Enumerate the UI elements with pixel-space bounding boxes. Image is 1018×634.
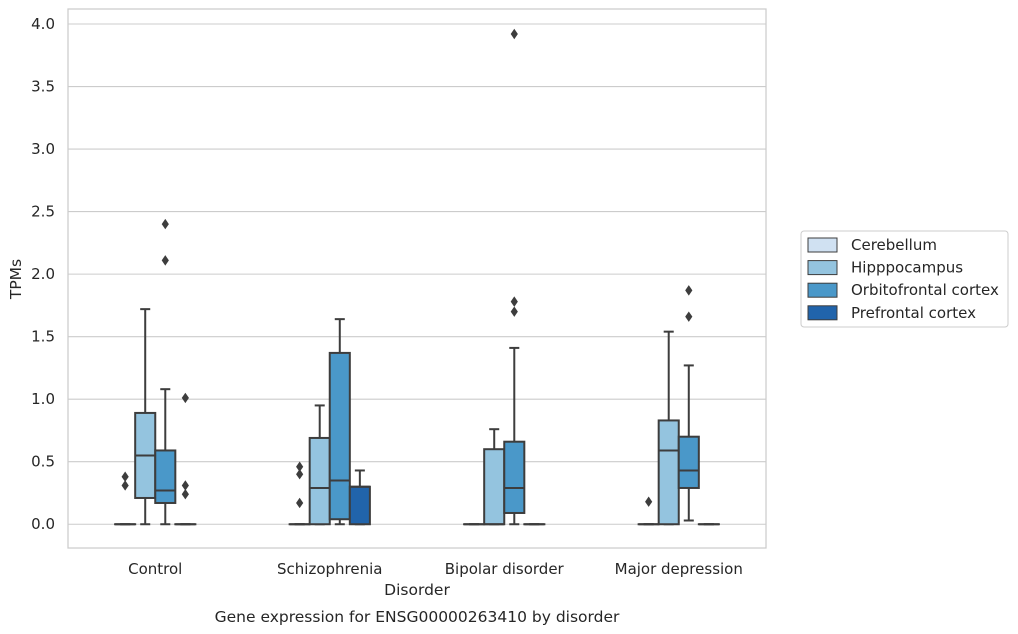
x-tick-label: Bipolar disorder xyxy=(445,560,565,578)
outlier-point xyxy=(645,496,653,507)
legend-swatch xyxy=(807,282,838,298)
outlier-point xyxy=(296,461,304,472)
legend-frame xyxy=(800,230,1009,328)
box-1-3 xyxy=(657,330,680,526)
box-3-0 xyxy=(174,392,197,526)
x-tick-label: Schizophrenia xyxy=(277,560,382,578)
y-axis-label: TPMs xyxy=(7,259,25,300)
legend-label: Orbitofrontal cortex xyxy=(851,281,999,299)
x-tick-label: Control xyxy=(128,560,182,578)
outlier-point xyxy=(181,489,189,500)
box-0-0 xyxy=(114,471,137,526)
legend-label: Prefrontal cortex xyxy=(851,304,976,322)
box-0-3 xyxy=(637,496,660,526)
box-2-1 xyxy=(328,318,351,526)
outlier-point xyxy=(181,392,189,404)
box-body xyxy=(154,449,177,504)
box-body xyxy=(348,485,371,526)
outlier-point xyxy=(296,497,304,509)
outlier-point xyxy=(685,285,693,296)
box-0-1 xyxy=(288,461,311,526)
box-body xyxy=(483,448,506,526)
box-2-2 xyxy=(503,28,526,526)
legend-items: Cerebellum Hipppocampus Orbitofrontal cort… xyxy=(807,236,999,322)
x-tick-labels: Control Schizophrenia Bipolar disorder Majo… xyxy=(128,560,743,578)
outlier-point xyxy=(161,255,169,266)
outlier-point xyxy=(296,469,304,480)
outlier-point xyxy=(161,218,169,230)
y-tick-label: 0.0 xyxy=(31,515,55,533)
box-1-2 xyxy=(483,428,506,526)
legend-label: Cerebellum xyxy=(851,236,937,254)
outlier-point xyxy=(121,480,129,491)
box-body xyxy=(308,436,331,526)
y-tick-label: 2.0 xyxy=(31,265,55,283)
outlier-point xyxy=(121,471,129,482)
legend-swatch xyxy=(807,305,838,321)
box-2-0 xyxy=(154,218,177,526)
box-body xyxy=(328,351,351,521)
outlier-point xyxy=(510,296,518,307)
x-tick-label: Major depression xyxy=(615,560,743,578)
y-tick-label: 2.5 xyxy=(31,203,55,221)
outlier-point xyxy=(181,480,189,491)
y-tick-labels: 0.0 0.5 1.0 1.5 2.0 2.5 3.0 3.5 4.0 xyxy=(31,15,55,533)
box-1-0 xyxy=(134,308,157,526)
outlier-point xyxy=(685,311,693,322)
box-1-1 xyxy=(308,404,331,526)
outlier-point xyxy=(510,28,518,40)
box-plots xyxy=(114,28,720,526)
chart-caption: Gene expression for ENSG00000263410 by d… xyxy=(215,608,620,626)
x-axis-label: Disorder xyxy=(384,581,450,599)
box-body xyxy=(503,440,526,514)
legend-swatch xyxy=(807,237,838,253)
box-3-1 xyxy=(348,469,371,526)
y-tick-label: 4.0 xyxy=(31,15,55,33)
outlier-point xyxy=(510,306,518,317)
y-tick-label: 3.0 xyxy=(31,140,55,158)
plot-frame xyxy=(67,8,767,549)
y-tick-label: 3.5 xyxy=(31,78,55,96)
y-tick-label: 1.5 xyxy=(31,328,55,346)
box-body xyxy=(677,435,700,489)
legend: Cerebellum Hipppocampus Orbitofrontal cort… xyxy=(800,230,1009,328)
legend-label: Hipppocampus xyxy=(851,259,963,277)
y-tick-label: 1.0 xyxy=(31,390,55,408)
legend-swatch xyxy=(807,260,838,276)
y-tick-label: 0.5 xyxy=(31,453,55,471)
box-body xyxy=(657,419,680,526)
box-2-3 xyxy=(677,285,700,522)
